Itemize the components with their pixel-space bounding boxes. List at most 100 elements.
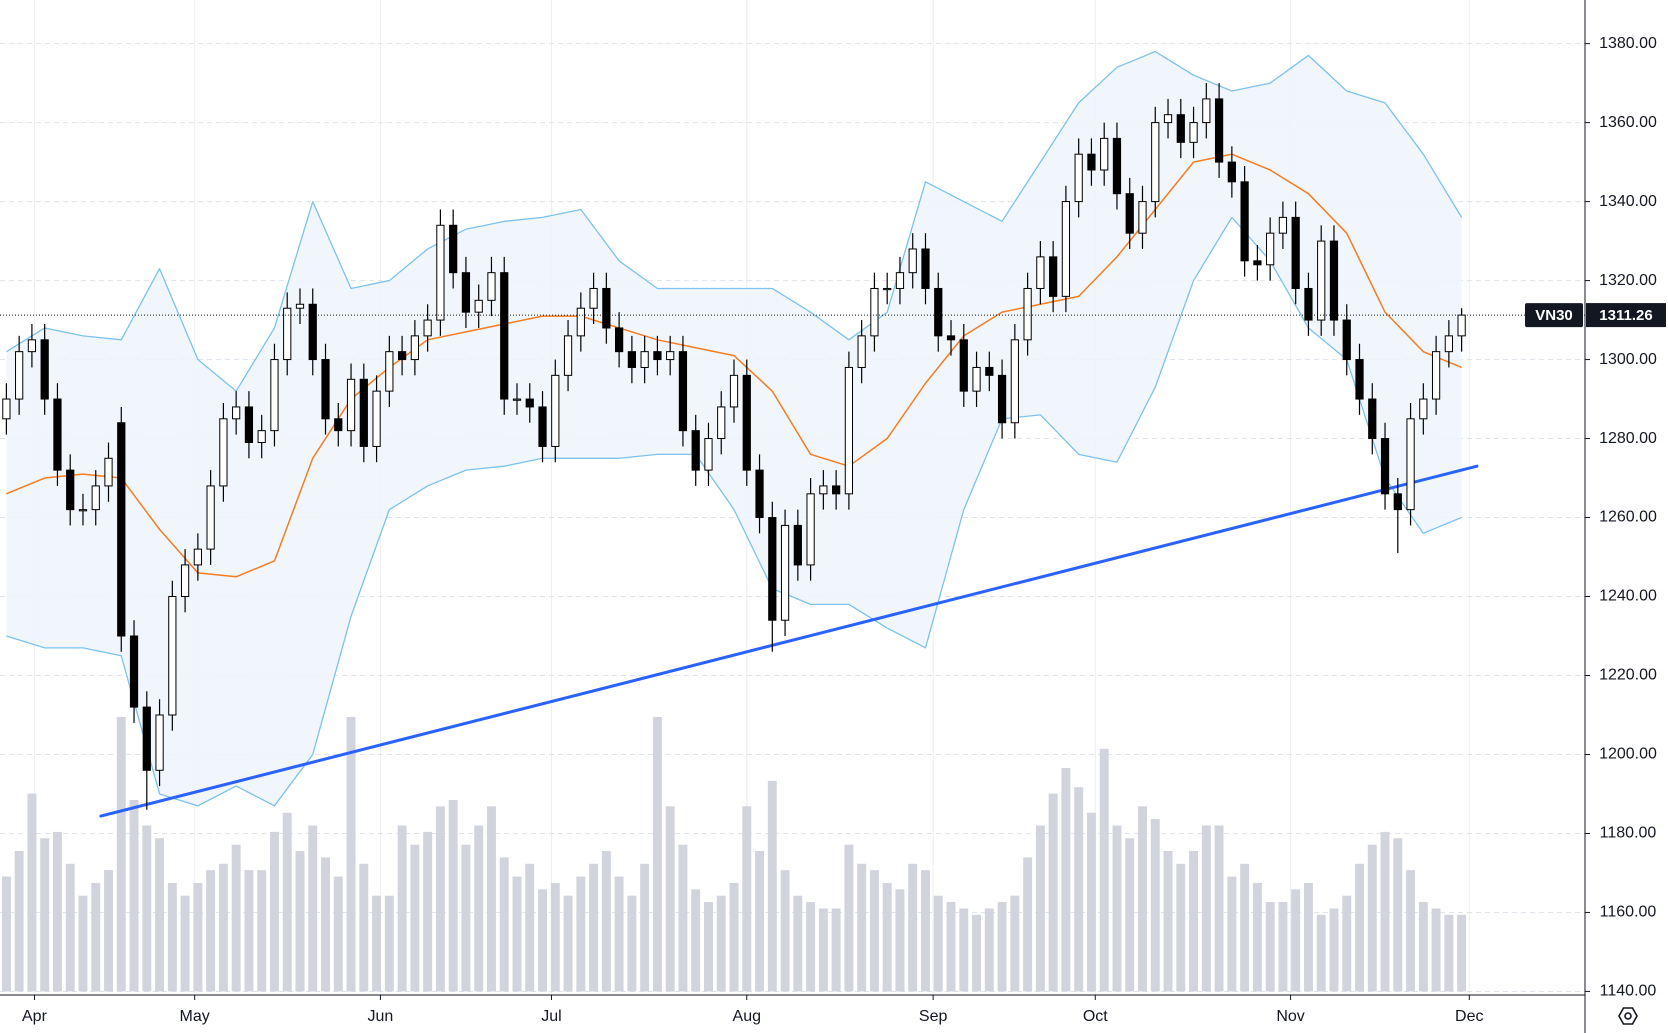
volume-bar — [448, 799, 458, 992]
candle-body — [1266, 232, 1275, 266]
volume-bar — [1457, 914, 1467, 992]
volume-bar — [193, 882, 203, 992]
candle-body — [551, 374, 560, 447]
candle-body — [1074, 153, 1083, 203]
trend-line — [99, 464, 1479, 818]
candle-body — [1329, 240, 1339, 321]
candle-body — [806, 493, 815, 566]
volume-bar — [91, 882, 101, 992]
candle-body — [678, 351, 688, 432]
volume-bar — [116, 716, 126, 992]
volume-bar — [614, 876, 624, 992]
volume-bar — [704, 902, 713, 992]
candle-body — [819, 485, 828, 495]
volume-bar — [589, 863, 599, 992]
volume-bar — [65, 863, 75, 992]
candle-body — [1291, 216, 1300, 289]
candle-body — [832, 485, 841, 495]
volume-bar — [486, 806, 496, 992]
y-tick-label: 1380.00 — [1599, 35, 1657, 52]
volume-bar — [767, 780, 777, 992]
candle-body — [232, 406, 241, 420]
last-price-tag — [1586, 303, 1666, 328]
candle-body — [704, 438, 713, 471]
candle-body — [1278, 216, 1288, 234]
candle-body — [793, 524, 802, 566]
settings-icon[interactable] — [1618, 1007, 1638, 1025]
y-tick-label: 1360.00 — [1599, 114, 1657, 131]
volume-bar — [1138, 806, 1147, 992]
x-tick-label: May — [180, 1008, 210, 1025]
volume-bar — [142, 825, 152, 992]
candle-body — [142, 706, 151, 771]
volume-bar — [576, 876, 586, 992]
candle-body — [959, 339, 968, 392]
volume-bar — [78, 895, 88, 992]
volume-bar — [1048, 793, 1058, 992]
volume-bar — [665, 806, 675, 992]
candle-body — [461, 272, 471, 313]
candle-body — [155, 714, 164, 771]
y-tick-label: 1280.00 — [1599, 430, 1657, 447]
candle-body — [372, 390, 381, 447]
volume-bar — [1112, 825, 1122, 992]
candle-body — [1061, 201, 1071, 297]
band-lower — [6, 216, 1462, 807]
volume-bar — [1201, 825, 1211, 992]
volume-bar — [1150, 819, 1160, 992]
candle-body — [857, 335, 866, 368]
candle-body — [1240, 181, 1249, 262]
x-tick-label: Nov — [1276, 1008, 1304, 1025]
y-tick-label: 1260.00 — [1599, 509, 1657, 526]
volume-bar — [1227, 876, 1237, 992]
volume-bar — [1265, 902, 1275, 992]
volume-bar — [1252, 882, 1262, 992]
volume-bar — [1342, 895, 1352, 992]
candle-body — [1163, 114, 1173, 124]
volume-bar — [321, 857, 330, 992]
candle-body — [921, 248, 930, 289]
volume-bar — [550, 882, 560, 992]
volume-bar — [640, 863, 650, 992]
candle-body — [525, 398, 534, 408]
volume-bar — [40, 838, 50, 992]
y-tick-label: 1320.00 — [1599, 272, 1657, 289]
candle-body — [934, 287, 943, 337]
x-tick-label: Dec — [1455, 1008, 1483, 1025]
candle-body — [385, 351, 394, 392]
last-price-label: 1311.26 — [1599, 307, 1652, 324]
candle-body — [985, 366, 994, 376]
volume-bar — [755, 851, 765, 992]
volume-bar — [1316, 914, 1326, 992]
candle-body — [1431, 351, 1441, 400]
volume-bar — [742, 806, 752, 992]
candle-body — [474, 299, 483, 313]
settings-button[interactable] — [1618, 1007, 1638, 1025]
volume-bar — [869, 870, 879, 992]
volume-bar — [180, 895, 190, 992]
volume-bar — [691, 889, 701, 992]
volume-bar — [729, 882, 739, 992]
volume-bar — [793, 895, 803, 992]
volume-bar — [14, 851, 24, 992]
candle-body — [244, 406, 254, 443]
settings-icon-center[interactable] — [1624, 1012, 1632, 1020]
volume-bar — [1393, 838, 1403, 992]
x-tick-label: Sep — [919, 1008, 948, 1025]
volume-bar — [1189, 851, 1199, 992]
candle-body — [40, 339, 49, 400]
candle-body — [1125, 193, 1134, 234]
y-tick-label: 1200.00 — [1599, 746, 1657, 763]
candle-body — [666, 351, 675, 361]
candle-body — [283, 307, 292, 361]
candle-body — [653, 351, 662, 361]
volume-bar — [1367, 844, 1377, 992]
candle-body — [729, 374, 739, 408]
volume-bar — [601, 851, 611, 992]
volume-bar — [384, 895, 394, 992]
candle-body — [15, 351, 24, 400]
candle-body — [1202, 98, 1211, 124]
candle-body — [1406, 418, 1415, 511]
